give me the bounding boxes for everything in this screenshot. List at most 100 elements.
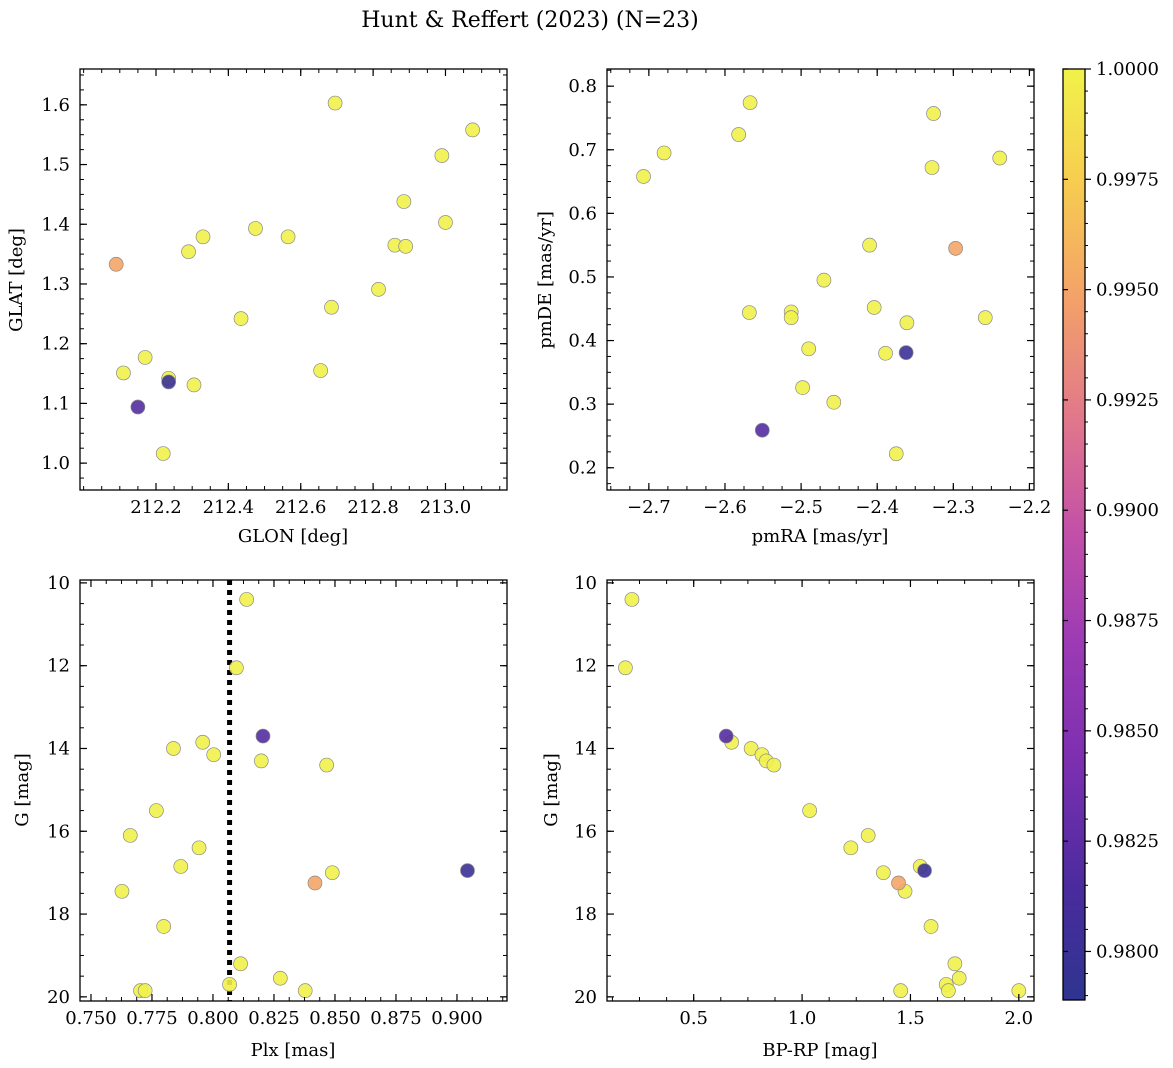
x-tick-label: −2.3 [931, 497, 975, 518]
scatter-point [272, 970, 288, 986]
scatter-point [816, 272, 832, 288]
scatter-point [114, 883, 130, 899]
scatter-point [948, 240, 963, 256]
x-tick-label: 2.0 [1005, 1008, 1034, 1029]
scatter-point [941, 983, 956, 999]
scatter-point [222, 977, 237, 992]
axes-frame [606, 579, 1035, 1002]
y-axis-label: G [mag] [541, 753, 562, 826]
y-tick-label: 18 [574, 904, 597, 925]
y-tick-label: 14 [47, 738, 70, 759]
scatter-point [438, 215, 453, 230]
colorbar-tick-label: 0.9800 [1096, 941, 1159, 962]
y-axis-label: pmDE [mas/yr] [535, 211, 556, 349]
y-tick-label: 20 [47, 987, 70, 1008]
colorbar-tick-label: 0.9900 [1096, 500, 1159, 521]
panel-glon-glat: 212.2 212.4 212.6 212.8 213.0 1.0 1.1 1.2 1.3 1.4… [6, 68, 508, 547]
scatter-point [195, 229, 211, 245]
scatter-point [166, 741, 181, 756]
scatter-point [741, 305, 757, 320]
y-axis-label: GLAT [deg] [6, 228, 27, 332]
scatter-point [137, 983, 153, 999]
scatter-point [893, 983, 909, 999]
y-tick-label: 20 [574, 987, 597, 1008]
colorbar-tick-label: 0.9950 [1096, 280, 1159, 301]
x-tick-label: 0.875 [370, 1008, 422, 1029]
scatter-point [624, 592, 640, 607]
x-tick-label: 212.6 [275, 497, 327, 518]
x-tick-label: 1.0 [788, 1008, 817, 1029]
scatter-point [891, 875, 906, 891]
scatter-point [926, 106, 941, 121]
y-tick-label: 1.0 [41, 453, 70, 474]
scatter-point [731, 127, 747, 142]
scatter-point [280, 229, 296, 245]
scatter-point [398, 239, 414, 254]
scatter-point [783, 310, 799, 326]
x-tick-label: 0.800 [187, 1008, 239, 1029]
x-tick-label: 0.900 [431, 1008, 483, 1029]
scatter-point [795, 380, 810, 395]
colorbar-frame [1062, 68, 1086, 1001]
y-tick-label: 18 [47, 904, 70, 925]
scatter-point [924, 160, 940, 175]
scatter-point [130, 399, 146, 415]
scatter-point [191, 840, 207, 856]
axes-frame [79, 579, 508, 1002]
colorbar: 0.9800 0.9825 0.9850 0.9875 0.9900 0.9925 0.99… [1062, 59, 1159, 1001]
x-axis-label: GLON [deg] [238, 526, 348, 547]
x-tick-label: 0.825 [248, 1008, 300, 1029]
scatter-point [860, 828, 876, 843]
scatter-point [248, 221, 263, 236]
axes-frame [79, 68, 508, 491]
x-tick-label: −2.6 [703, 497, 747, 518]
x-tick-label: 0.850 [309, 1008, 361, 1029]
x-tick-label: −2.5 [779, 497, 823, 518]
scatter-point [327, 95, 343, 111]
scatter-point [843, 840, 859, 856]
points-plx-g [114, 580, 475, 1001]
ticks-plx-g: 0.750 0.775 0.800 0.825 0.850 0.875 0.900 10 12 1… [47, 573, 507, 1029]
y-tick-label: 14 [574, 738, 597, 759]
x-tick-label: −2.4 [855, 497, 899, 518]
colorbar-tick-label: 0.9825 [1096, 831, 1159, 852]
scatter-point [297, 983, 313, 999]
ticks-bprp-g: 0.5 1.0 1.5 2.0 10 12 14 16 18 20 [574, 573, 1034, 1029]
scatter-point [396, 194, 412, 209]
scatter-point [802, 803, 818, 818]
scatter-point [239, 592, 255, 607]
y-axis-label: G [mag] [12, 753, 33, 826]
y-tick-label: 0.7 [568, 140, 597, 161]
scatter-point [206, 747, 222, 763]
scatter-point [313, 363, 328, 378]
scatter-point [434, 148, 450, 163]
scatter-point [122, 828, 138, 843]
y-tick-label: 16 [574, 821, 597, 842]
colorbar-tick-label: 0.9850 [1096, 721, 1159, 742]
scatter-point [108, 256, 124, 272]
colorbar-tick-label: 0.9875 [1096, 611, 1159, 632]
scatter-point [173, 859, 189, 874]
x-tick-label: 1.5 [896, 1008, 925, 1029]
figure-title: Hunt & Reffert (2023) (N=23) [361, 8, 699, 33]
y-tick-label: 1.6 [41, 95, 70, 116]
scatter-point [319, 757, 335, 773]
ticks-glon-glat: 212.2 212.4 212.6 212.8 213.0 1.0 1.1 1.2 1.3 1.4… [41, 69, 507, 518]
scatter-point [324, 299, 339, 315]
scatter-point [742, 95, 758, 111]
x-tick-label: −2.2 [1008, 497, 1052, 518]
scatter-point [229, 660, 244, 676]
scatter-point [876, 865, 891, 881]
scatter-point [923, 919, 939, 934]
scatter-point [636, 169, 651, 184]
colorbar-tick-label: 0.9925 [1096, 390, 1159, 411]
panel-bprp-g: 0.5 1.0 1.5 2.0 10 12 14 16 18 20 BP-RP [mag] G [… [541, 573, 1035, 1061]
x-tick-label: 212.2 [130, 497, 182, 518]
scatter-point [195, 734, 211, 750]
x-tick-label: 0.5 [679, 1008, 708, 1029]
y-tick-label: 16 [47, 821, 70, 842]
scatter-point [155, 446, 171, 461]
scatter-point [156, 919, 172, 934]
points-glon-glat [108, 95, 480, 461]
